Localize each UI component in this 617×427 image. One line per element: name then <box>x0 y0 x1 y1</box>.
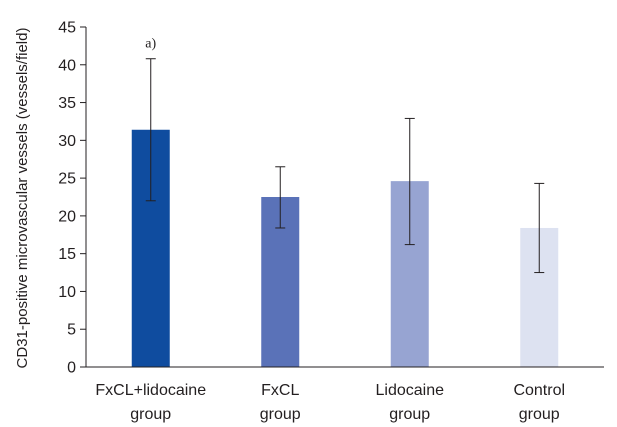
y-tick-label: 10 <box>58 284 76 301</box>
y-axis-ticks: 0 5 10 15 20 25 30 35 40 45 <box>58 20 86 377</box>
x-category-label: FxCL <box>261 382 299 399</box>
y-tick-label: 45 <box>58 20 76 37</box>
y-tick-label: 20 <box>58 208 76 225</box>
x-axis-category-labels: FxCL+lidocaine group FxCL group Lidocaine gro… <box>95 382 565 423</box>
y-tick-label: 25 <box>58 171 76 188</box>
bars-group <box>131 129 559 367</box>
y-tick-label: 40 <box>58 57 76 74</box>
x-category-label: Control <box>513 382 565 399</box>
y-tick-label: 15 <box>58 246 76 263</box>
x-category-label: FxCL+lidocaine <box>95 382 206 399</box>
error-bars-group <box>145 58 545 274</box>
y-axis-title: CD31-positive microvascular vessels (ves… <box>14 28 31 369</box>
significance-annotation: a) <box>145 37 156 52</box>
x-category-label: group <box>130 406 171 423</box>
x-category-label: group <box>519 406 560 423</box>
y-tick-label: 35 <box>58 95 76 112</box>
x-category-label: group <box>260 406 301 423</box>
y-tick-label: 5 <box>67 322 76 339</box>
x-category-label: Lidocaine <box>376 382 445 399</box>
annotations-group: a) <box>145 37 156 52</box>
x-category-label: group <box>389 406 430 423</box>
y-tick-label: 0 <box>67 360 76 377</box>
y-tick-label: 30 <box>58 133 76 150</box>
